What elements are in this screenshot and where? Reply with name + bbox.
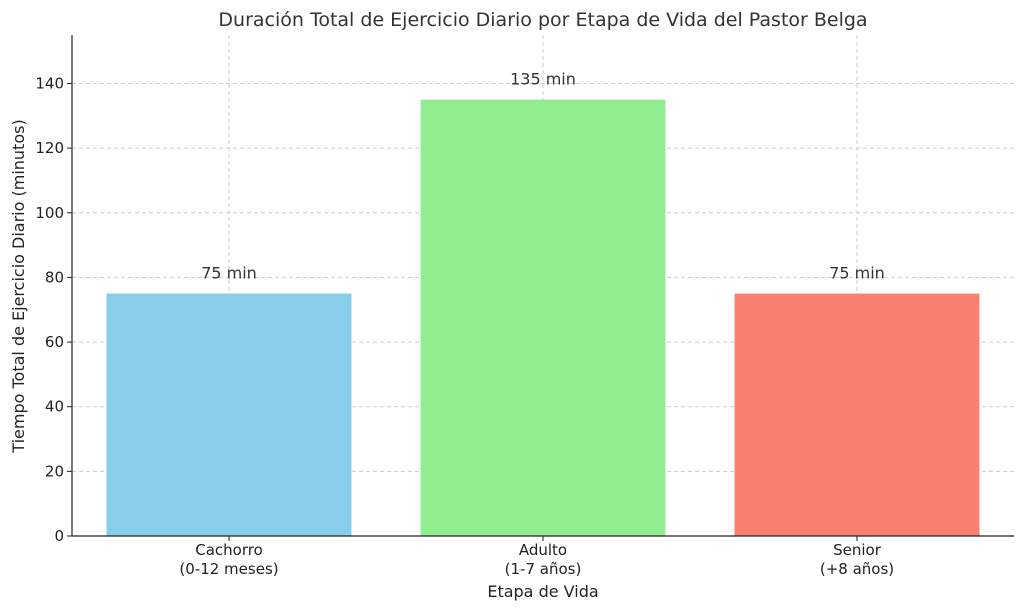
x-tick-label: Cachorro (195, 541, 263, 559)
x-tick-label: (0-12 meses) (179, 560, 278, 578)
bar-data-label: 135 min (510, 70, 576, 89)
y-tick-label: 100 (35, 204, 64, 222)
chart-title: Duración Total de Ejercicio Diario por E… (218, 9, 867, 31)
x-tick-label: Senior (833, 541, 882, 559)
bars-layer (106, 99, 980, 536)
x-tick-label: (+8 años) (820, 560, 894, 578)
axes-layer (67, 35, 1014, 541)
y-tick-label: 0 (54, 527, 64, 545)
bar-data-label: 75 min (201, 264, 257, 283)
labels-layer: 0 20 40 60 80 100 120 140 75 min Cachorro(0-12 me… (35, 70, 894, 578)
x-axis-label: Etapa de Vida (487, 582, 598, 601)
x-tick-label: Adulto (519, 541, 567, 559)
x-tick-label: (1-7 años) (505, 560, 582, 578)
bar-data-label: 75 min (829, 264, 885, 283)
bar (420, 99, 666, 536)
y-axis-label: Tiempo Total de Ejercicio Diario (minuto… (9, 119, 28, 453)
bar (106, 293, 352, 536)
bar (734, 293, 980, 536)
y-tick-label: 20 (45, 462, 64, 480)
y-tick-label: 40 (45, 398, 64, 416)
y-tick-label: 140 (35, 74, 64, 92)
y-tick-label: 60 (45, 333, 64, 351)
y-tick-label: 80 (45, 268, 64, 286)
y-tick-label: 120 (35, 139, 64, 157)
